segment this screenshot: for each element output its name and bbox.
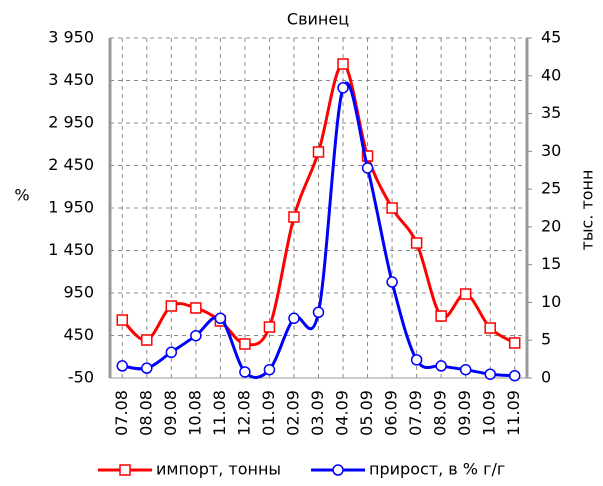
legend-label: импорт, тонны: [156, 460, 281, 479]
marker: [239, 338, 251, 350]
y-tick-label: 1 450: [48, 240, 94, 259]
y2-tick-label: 20: [541, 216, 561, 235]
x-tick-label: 05.09: [357, 390, 376, 436]
y2-tick-label: 10: [541, 292, 561, 311]
legend-marker: [119, 464, 131, 476]
marker: [361, 150, 374, 162]
marker: [410, 354, 423, 366]
y-tick-label: 2 950: [48, 113, 94, 132]
marker: [508, 369, 521, 382]
marker: [386, 202, 398, 214]
marker: [165, 300, 178, 312]
x-tick-label: 09.09: [455, 390, 474, 436]
y-tick-label: 950: [63, 283, 94, 302]
y-tick-label: 3 950: [48, 28, 94, 47]
y-tick-label: 450: [63, 325, 94, 344]
marker: [508, 337, 521, 349]
legend-marker: [332, 464, 344, 476]
x-tick-label: 03.09: [308, 390, 327, 436]
y2-tick-label: 15: [541, 254, 561, 273]
marker: [288, 312, 300, 325]
y2-tick-label: 45: [541, 28, 561, 47]
marker: [361, 162, 374, 174]
legend-label: прирост, в % г/г: [369, 460, 505, 479]
x-tick-label: 10.08: [185, 390, 204, 436]
marker: [263, 321, 276, 333]
x-tick-label: 07.09: [406, 390, 425, 436]
marker: [214, 312, 227, 325]
marker: [312, 306, 325, 319]
y2-tick-label: 35: [541, 103, 561, 122]
x-tick-label: 09.08: [161, 390, 180, 436]
x-tick-label: 01.09: [259, 390, 278, 436]
x-tick-label: 12.08: [234, 390, 253, 436]
y2-tick-label: 25: [541, 179, 561, 198]
y-tick-label: 2 450: [48, 155, 94, 174]
x-tick-label: 08.08: [136, 390, 155, 436]
marker: [337, 58, 349, 70]
marker: [459, 288, 472, 300]
marker: [116, 314, 129, 326]
marker: [141, 334, 153, 346]
y-tick-label: 1 950: [48, 198, 94, 217]
x-tick-label: 11.08: [210, 390, 229, 436]
x-tick-label: 10.09: [480, 390, 499, 436]
x-tick-label: 11.09: [504, 390, 523, 436]
marker: [386, 276, 398, 288]
marker: [288, 211, 300, 223]
y2-axis-label: тыс. тонн: [578, 170, 597, 251]
marker: [435, 310, 447, 322]
x-tick-label: 02.09: [283, 390, 302, 436]
chart-title: Свинец: [287, 10, 349, 29]
marker: [410, 237, 423, 249]
marker: [435, 360, 447, 372]
marker: [312, 146, 325, 158]
y2-tick-label: 40: [541, 65, 561, 84]
y2-tick-label: 0: [541, 368, 551, 387]
y-axis-label: %: [14, 186, 29, 205]
marker: [263, 363, 276, 376]
x-tick-label: 04.09: [333, 390, 352, 436]
marker: [459, 363, 472, 376]
y2-tick-label: 30: [541, 141, 561, 160]
marker: [337, 82, 349, 94]
marker: [190, 302, 202, 314]
marker: [141, 362, 153, 374]
marker: [190, 329, 202, 342]
y-tick-label: -50: [68, 368, 94, 387]
marker: [484, 368, 496, 380]
x-tick-label: 07.08: [112, 390, 131, 436]
marker: [239, 366, 251, 378]
marker: [116, 360, 129, 372]
y-tick-label: 3 450: [48, 70, 94, 89]
y2-tick-label: 5: [541, 330, 551, 349]
marker: [484, 322, 496, 334]
x-tick-label: 06.09: [382, 390, 401, 436]
marker: [165, 346, 178, 359]
x-tick-label: 08.09: [431, 390, 450, 436]
